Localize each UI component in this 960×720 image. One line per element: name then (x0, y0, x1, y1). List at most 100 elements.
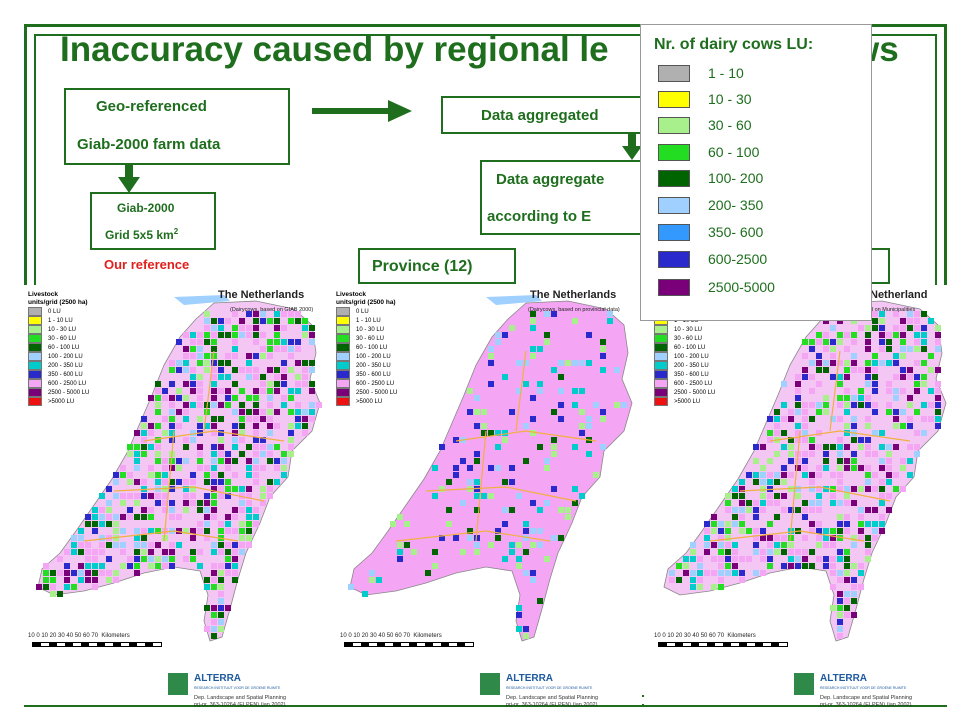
map-grid-cell (239, 486, 245, 492)
map-grid-cell (183, 556, 189, 562)
map-grid-cell (802, 437, 808, 443)
map-grid-cell (837, 458, 843, 464)
map-grid-cell (246, 542, 252, 548)
map-grid-cell (767, 472, 773, 478)
map-grid-cell (190, 486, 196, 492)
map-grid-cell (502, 507, 508, 513)
map-grid-cell (781, 535, 787, 541)
alterra-logo-icon (168, 673, 188, 695)
map-grid-cell (225, 388, 231, 394)
map-grid-cell (225, 528, 231, 534)
map-grid-cell (872, 472, 878, 478)
map-grid-cell (134, 514, 140, 520)
map-grid-cell (886, 507, 892, 513)
map-grid-cell (502, 430, 508, 436)
map-grid-cell (267, 339, 273, 345)
map-grid-cell (302, 332, 308, 338)
map-grid-cell (134, 465, 140, 471)
map-grid-cell (844, 332, 850, 338)
map-grid-cell (281, 381, 287, 387)
map-grid-cell (851, 542, 857, 548)
map-grid-cell (169, 437, 175, 443)
map-grid-cell (774, 500, 780, 506)
map-grid-cell (232, 570, 238, 576)
map-grid-cell (439, 535, 445, 541)
map-grid-cell (802, 339, 808, 345)
map-grid-cell (935, 346, 941, 352)
map-grid-cell (253, 367, 259, 373)
mini-legend-swatch (336, 334, 350, 343)
map-grid-cell (837, 318, 843, 324)
map-grid-cell (781, 416, 787, 422)
map-grid-cell (593, 402, 599, 408)
map-grid-cell (732, 542, 738, 548)
map-grid-cell (197, 423, 203, 429)
map-grid-cell (302, 325, 308, 331)
map-grid-cell (795, 486, 801, 492)
map-grid-cell (106, 507, 112, 513)
map-grid-cell (134, 570, 140, 576)
map-grid-cell (253, 479, 259, 485)
map-grid-cell (106, 521, 112, 527)
legend-label: 1 - 10 (708, 65, 744, 81)
map-grid-cell (893, 444, 899, 450)
map-grid-cell (169, 549, 175, 555)
map-grid-cell (921, 332, 927, 338)
map-grid-cell (732, 486, 738, 492)
map-grid-cell (893, 311, 899, 317)
map-grid-cell (565, 514, 571, 520)
mini-legend-row: >5000 LU (654, 397, 715, 406)
map-grid-cell (879, 318, 885, 324)
map-grid-cell (246, 514, 252, 520)
map-grid-cell (816, 360, 822, 366)
map-grid-cell (509, 325, 515, 331)
map-grid-cell (183, 500, 189, 506)
map-grid-cell (267, 486, 273, 492)
map-grid-cell (127, 472, 133, 478)
map-grid-cell (893, 325, 899, 331)
map-grid-cell (211, 486, 217, 492)
map-grid-cell (802, 423, 808, 429)
map-grid-cell (865, 549, 871, 555)
map-grid-cell (725, 493, 731, 499)
legend-swatch (658, 279, 690, 296)
map-grid-cell (837, 633, 843, 639)
map-grid-cell (113, 493, 119, 499)
map-grid-cell (113, 542, 119, 548)
map-grid-cell (879, 360, 885, 366)
map-grid-cell (900, 339, 906, 345)
map-grid-cell (253, 423, 259, 429)
mini-legend-row: 2500 - 5000 LU (336, 388, 397, 397)
map-grid-cell (523, 381, 529, 387)
map-grid-cell (148, 395, 154, 401)
map-grid-cell (725, 500, 731, 506)
logo-sub: RESEARCH INSTITUUT VOOR DE GROENE RUIMTE (820, 686, 907, 690)
map-grid-cell (218, 402, 224, 408)
map-grid-cell (872, 451, 878, 457)
legend-panel: Nr. of dairy cows LU: 1 - 10 10 - 30 30 - … (640, 24, 872, 321)
map-grid-cell (837, 528, 843, 534)
map-grid-cell (572, 444, 578, 450)
map-grid-cell (232, 339, 238, 345)
map-grid-cell (141, 556, 147, 562)
mini-legend-row: 2500 - 5000 LU (28, 388, 89, 397)
map-grid-cell (71, 584, 77, 590)
map-grid-cell (162, 535, 168, 541)
map-grid-cell (537, 346, 543, 352)
map-grid-cell (830, 346, 836, 352)
map-grid-cell (218, 332, 224, 338)
map-grid-cell (169, 367, 175, 373)
map-grid-cell (935, 367, 941, 373)
map-grid-cell (907, 367, 913, 373)
map-grid-cell (718, 521, 724, 527)
map-grid-cell (523, 528, 529, 534)
map-grid-cell (183, 528, 189, 534)
map-grid-cell (551, 409, 557, 415)
mini-legend-swatch (654, 397, 668, 406)
map-grid-cell (120, 528, 126, 534)
legend-swatch (658, 224, 690, 241)
map-grid-cell (837, 395, 843, 401)
map-grid-cell (260, 388, 266, 394)
map-grid-cell (155, 479, 161, 485)
map-grid-cell (155, 472, 161, 478)
